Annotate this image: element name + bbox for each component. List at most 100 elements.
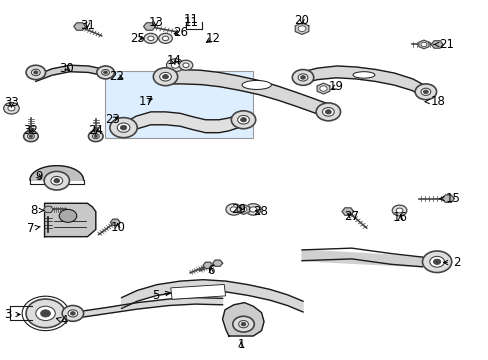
Circle shape: [429, 256, 444, 267]
Circle shape: [29, 135, 33, 138]
Polygon shape: [180, 113, 193, 130]
Polygon shape: [151, 112, 165, 125]
Text: 12: 12: [205, 32, 220, 45]
Polygon shape: [442, 195, 453, 202]
Circle shape: [153, 68, 177, 86]
Circle shape: [27, 134, 34, 139]
Circle shape: [230, 207, 237, 212]
Circle shape: [158, 33, 172, 43]
Text: 29: 29: [231, 203, 245, 216]
Circle shape: [62, 306, 83, 321]
Circle shape: [144, 33, 158, 43]
Circle shape: [414, 84, 436, 100]
Circle shape: [432, 259, 440, 265]
Circle shape: [117, 123, 130, 132]
Text: 17: 17: [138, 95, 153, 108]
FancyBboxPatch shape: [104, 71, 253, 138]
Circle shape: [231, 111, 255, 129]
Polygon shape: [222, 303, 264, 336]
Circle shape: [41, 310, 50, 317]
Polygon shape: [36, 65, 105, 81]
Polygon shape: [302, 250, 422, 267]
Polygon shape: [212, 260, 222, 266]
Text: 19: 19: [328, 80, 343, 93]
Polygon shape: [44, 203, 96, 237]
Circle shape: [36, 306, 55, 320]
Circle shape: [325, 110, 330, 114]
Polygon shape: [43, 206, 53, 212]
Circle shape: [159, 72, 171, 81]
Text: 32: 32: [23, 124, 38, 137]
Circle shape: [391, 205, 406, 216]
Circle shape: [237, 116, 249, 124]
Polygon shape: [110, 219, 120, 225]
Text: 4: 4: [56, 314, 68, 327]
Circle shape: [166, 59, 183, 72]
Polygon shape: [205, 120, 219, 133]
Polygon shape: [122, 280, 303, 312]
Circle shape: [68, 310, 78, 317]
Text: 28: 28: [252, 205, 267, 218]
Polygon shape: [143, 23, 155, 30]
Circle shape: [240, 118, 246, 122]
Polygon shape: [83, 298, 222, 317]
Circle shape: [423, 90, 427, 94]
Text: 21: 21: [433, 38, 453, 51]
Circle shape: [59, 210, 77, 222]
Polygon shape: [418, 40, 428, 49]
Circle shape: [23, 131, 38, 141]
Polygon shape: [303, 66, 425, 98]
Circle shape: [179, 60, 192, 70]
Text: 33: 33: [4, 96, 19, 109]
Circle shape: [103, 71, 107, 74]
Ellipse shape: [242, 81, 271, 89]
Text: 6: 6: [207, 264, 215, 277]
Circle shape: [319, 86, 326, 91]
Circle shape: [70, 312, 75, 315]
Polygon shape: [91, 130, 101, 136]
Polygon shape: [430, 41, 442, 48]
Circle shape: [162, 75, 168, 79]
Polygon shape: [219, 118, 228, 133]
Text: 14: 14: [166, 54, 181, 67]
Text: 16: 16: [392, 211, 407, 224]
Circle shape: [97, 66, 114, 79]
Circle shape: [171, 62, 179, 68]
Text: 24: 24: [88, 124, 103, 137]
Text: 30: 30: [59, 62, 74, 75]
Polygon shape: [26, 130, 36, 136]
Text: 23: 23: [105, 113, 120, 126]
Text: 7: 7: [27, 222, 40, 235]
Polygon shape: [193, 117, 205, 133]
Circle shape: [298, 74, 307, 81]
Ellipse shape: [352, 72, 374, 78]
Circle shape: [241, 322, 245, 326]
Polygon shape: [165, 112, 180, 126]
Circle shape: [34, 71, 38, 74]
Text: 22: 22: [109, 69, 124, 82]
Circle shape: [8, 106, 15, 111]
Circle shape: [420, 42, 426, 46]
Circle shape: [292, 69, 313, 85]
Circle shape: [102, 69, 109, 75]
Circle shape: [245, 204, 261, 215]
Text: 3: 3: [4, 308, 20, 321]
Polygon shape: [136, 112, 151, 129]
Polygon shape: [317, 83, 329, 94]
Polygon shape: [74, 23, 85, 30]
Polygon shape: [341, 208, 353, 215]
Circle shape: [88, 131, 103, 141]
Circle shape: [232, 316, 254, 332]
Circle shape: [44, 171, 69, 190]
Circle shape: [26, 65, 45, 80]
Text: 11: 11: [183, 13, 198, 26]
Circle shape: [94, 135, 97, 138]
Polygon shape: [295, 23, 308, 35]
Circle shape: [225, 204, 241, 215]
Text: 27: 27: [344, 210, 359, 223]
Text: 13: 13: [148, 16, 163, 29]
Text: 8: 8: [30, 204, 43, 217]
Circle shape: [422, 251, 451, 273]
Circle shape: [120, 125, 126, 130]
Circle shape: [92, 134, 99, 139]
